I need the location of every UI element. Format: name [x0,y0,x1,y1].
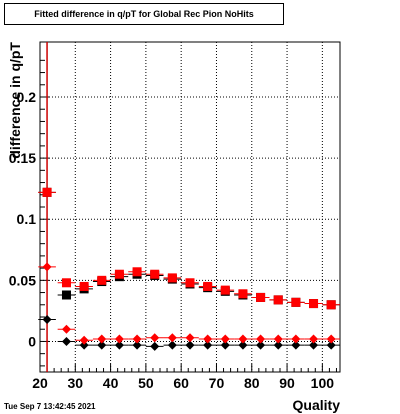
data-point-square [238,289,248,299]
y-tick-label: 0.05 [9,272,36,288]
data-point-square [256,292,266,302]
data-point-diamond [256,334,266,344]
y-tick-label: 0.15 [9,150,36,166]
chart-title-box: Fitted difference in q/pT for Global Rec… [4,3,284,25]
data-point-diamond [42,314,52,324]
data-point-diamond [291,334,301,344]
data-point-diamond [167,333,177,343]
data-point-square [273,295,283,305]
data-point-diamond [61,336,71,346]
data-point-square [185,278,195,288]
y-axis-title: difference in q/pT [7,42,23,159]
data-point-diamond [220,340,230,350]
data-point-diamond [326,334,336,344]
data-point-diamond [309,340,319,350]
data-point-diamond [291,340,301,350]
grid [39,42,340,372]
x-tick-label: 60 [173,375,189,391]
data-point-diamond [132,334,142,344]
y-tick-label: 0.1 [17,211,37,227]
x-tick-label: 50 [138,375,154,391]
data-point-diamond [97,334,107,344]
x-tick-label: 90 [279,375,295,391]
data-point-diamond [114,334,124,344]
y-tick-label: 0 [28,333,36,349]
data-point-diamond [185,333,195,343]
data-point-diamond [238,340,248,350]
x-tick-label: 30 [68,375,84,391]
data-point-diamond [150,333,160,343]
data-point-diamond [114,340,124,350]
data-point-square [150,269,160,279]
data-point-diamond [273,334,283,344]
data-point-diamond [61,324,71,334]
data-point-diamond [326,340,336,350]
y-tick-label: 0.2 [17,89,37,105]
timestamp: Tue Sep 7 13:42:45 2021 [4,402,96,411]
data-point-diamond [79,340,89,350]
x-tick-label: 100 [311,375,335,391]
data-point-diamond [203,340,213,350]
data-point-diamond [309,334,319,344]
data-point-diamond [203,334,213,344]
data-point-square [42,187,52,197]
data-point-square [309,299,319,309]
data-point-square [79,281,89,291]
data-point-diamond [97,340,107,350]
data-point-diamond [256,340,266,350]
data-point-square [203,281,213,291]
data-point-square [61,290,71,300]
data-point-diamond [220,334,230,344]
plot-frame [39,41,341,373]
x-axis-title: Quality [293,397,341,413]
x-tick-label: 40 [103,375,119,391]
data-point-diamond [79,335,89,345]
data-point-square [167,273,177,283]
data-point-diamond [167,340,177,350]
x-tick-label: 20 [32,375,48,391]
data-point-diamond [42,262,52,272]
data-point-square [291,297,301,307]
data-marks [38,187,340,351]
data-point-diamond [238,334,248,344]
data-point-square [97,275,107,285]
tick-labels: 20 30 40 50 60 70 80 90 100 0 0.05 0.1 0.15 0.2 [9,89,334,391]
data-point-diamond [273,340,283,350]
data-point-square [132,267,142,277]
data-point-square [326,300,336,310]
x-tick-label: 70 [209,375,225,391]
x-tick-label: 80 [244,375,260,391]
chart-title: Fitted difference in q/pT for Global Rec… [34,9,254,19]
data-point-diamond [150,341,160,351]
data-point-square [114,269,124,279]
data-point-square [220,285,230,295]
data-point-diamond [132,340,142,350]
data-point-diamond [185,340,195,350]
data-point-square [61,278,71,288]
axis-ticks [39,59,337,372]
